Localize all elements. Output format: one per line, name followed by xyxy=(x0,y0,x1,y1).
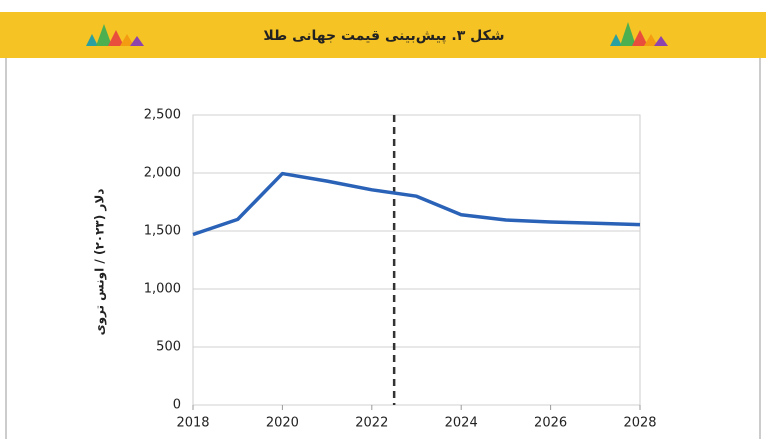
x-tick-label: 2018 xyxy=(176,416,209,431)
decor-left xyxy=(86,24,144,46)
y-tick-label: 2,500 xyxy=(144,108,181,123)
y-tick-label: 1,500 xyxy=(144,224,181,239)
y-tick-label: 2,000 xyxy=(144,166,181,181)
decor-right xyxy=(610,22,668,46)
y-tick-label: 500 xyxy=(156,340,181,355)
x-tick-label: 2022 xyxy=(355,416,388,431)
plot-frame xyxy=(192,114,641,406)
y-axis-label: دلار (۲۰۲۳) / اونس تروی xyxy=(93,189,108,336)
y-tick-label: 0 xyxy=(173,398,181,413)
x-tick-label: 2024 xyxy=(445,416,478,431)
y-tick-label: 1,000 xyxy=(144,282,181,297)
series-line xyxy=(192,171,641,237)
x-tick-label: 2026 xyxy=(534,416,567,431)
x-tick-label: 2020 xyxy=(266,416,299,431)
x-tick-label: 2028 xyxy=(623,416,656,431)
chart-title: شکل ۳. پیش‌بینی قیمت جهانی طلا xyxy=(263,28,504,44)
